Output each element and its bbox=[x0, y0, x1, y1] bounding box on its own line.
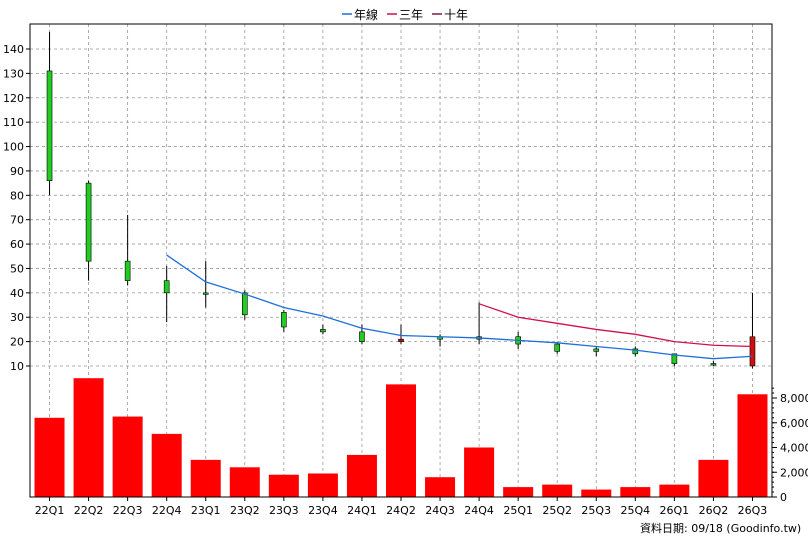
candle-body bbox=[46, 70, 53, 181]
volume-bar bbox=[268, 474, 299, 497]
price-tick-label: 20 bbox=[10, 336, 24, 349]
volume-bar bbox=[73, 378, 104, 497]
volume-bar bbox=[542, 484, 573, 497]
volume-bar bbox=[425, 477, 456, 497]
volume-tick-label: 6,000 bbox=[780, 417, 808, 430]
price-tick-label: 140 bbox=[3, 43, 24, 56]
candle-body bbox=[749, 336, 756, 367]
volume-bar bbox=[659, 484, 690, 497]
x-tick-label: 26Q3 bbox=[738, 504, 768, 517]
candle-body bbox=[320, 329, 326, 333]
ma-line-3year bbox=[478, 303, 753, 348]
x-tick-label: 26Q1 bbox=[660, 504, 690, 517]
x-tick-label: 24Q3 bbox=[425, 504, 455, 517]
price-tick-label: 110 bbox=[3, 116, 24, 129]
price-tick-label: 120 bbox=[3, 92, 24, 105]
price-tick-label: 100 bbox=[3, 141, 24, 154]
axes: 22Q1 22Q2 22Q3 22Q4 23Q1 23Q2 23Q3 23Q4 24Q1 24Q2… bbox=[3, 23, 808, 517]
x-tick-label: 24Q4 bbox=[464, 504, 494, 517]
price-tick-label: 10 bbox=[10, 360, 24, 373]
x-tick-label: 22Q1 bbox=[35, 504, 65, 517]
x-tick-label: 25Q1 bbox=[503, 504, 533, 517]
price-tick-label: 80 bbox=[10, 189, 24, 202]
volume-bar bbox=[112, 416, 143, 497]
x-tick-label: 22Q4 bbox=[152, 504, 182, 517]
volume-bar bbox=[581, 489, 612, 497]
candle-body bbox=[398, 338, 404, 342]
price-tick-label: 40 bbox=[10, 287, 24, 300]
candle-body bbox=[124, 260, 131, 281]
legend-label-year: 年線 bbox=[354, 7, 378, 22]
candle-body bbox=[202, 292, 209, 295]
candle-body bbox=[593, 348, 600, 352]
candle-body bbox=[281, 312, 287, 328]
candle-body bbox=[671, 353, 678, 364]
x-tick-label: 23Q3 bbox=[269, 504, 299, 517]
x-tick-label: 24Q1 bbox=[347, 504, 377, 517]
volume-tick-label: 4,000 bbox=[780, 442, 808, 455]
volume-bar bbox=[698, 459, 729, 497]
x-tick-label: 26Q2 bbox=[699, 504, 729, 517]
volume-tick-label: 2,000 bbox=[780, 466, 808, 479]
price-tick-label: 60 bbox=[10, 238, 24, 251]
volume-bar bbox=[503, 487, 534, 497]
candle-body bbox=[632, 348, 639, 355]
volume-bar bbox=[737, 394, 768, 497]
chart-legend: 年線 三年 十年 bbox=[342, 7, 468, 22]
volume-bars bbox=[34, 378, 768, 497]
x-tick-label: 25Q3 bbox=[581, 504, 611, 517]
price-tick-label: 70 bbox=[10, 214, 24, 227]
candlesticks bbox=[46, 31, 756, 369]
volume-bar bbox=[190, 459, 221, 497]
volume-bar bbox=[34, 417, 65, 497]
volume-tick-label: 8,000 bbox=[780, 392, 808, 405]
volume-bar bbox=[464, 447, 495, 497]
candle-body bbox=[554, 343, 561, 352]
volume-bar bbox=[229, 467, 260, 497]
price-tick-label: 50 bbox=[10, 262, 24, 275]
volume-bar bbox=[620, 487, 651, 497]
x-tick-label: 22Q3 bbox=[113, 504, 143, 517]
moving-average-lines bbox=[166, 254, 753, 360]
price-tick-label: 90 bbox=[10, 165, 24, 178]
x-tick-label: 23Q2 bbox=[230, 504, 260, 517]
x-tick-label: 23Q1 bbox=[191, 504, 221, 517]
volume-tick-label: 0 bbox=[780, 491, 787, 504]
x-tick-label: 22Q2 bbox=[74, 504, 104, 517]
volume-bar bbox=[307, 473, 338, 497]
candle-body bbox=[163, 280, 170, 294]
grid-lines bbox=[30, 24, 772, 497]
x-tick-label: 25Q4 bbox=[620, 504, 650, 517]
ma-line-year bbox=[166, 254, 753, 360]
volume-bar bbox=[386, 384, 416, 497]
candle-body bbox=[710, 363, 717, 366]
x-tick-label: 23Q4 bbox=[308, 504, 338, 517]
source-note: 資料日期: 09/18 (Goodinfo.tw) bbox=[640, 521, 801, 535]
x-tick-label: 25Q2 bbox=[542, 504, 572, 517]
candle-body bbox=[241, 292, 248, 316]
volume-bar bbox=[346, 454, 377, 497]
candle-body bbox=[359, 331, 365, 342]
price-tick-label: 30 bbox=[10, 311, 24, 324]
x-tick-label: 24Q2 bbox=[386, 504, 416, 517]
legend-label-3year: 三年 bbox=[399, 8, 423, 22]
volume-bar bbox=[151, 433, 182, 497]
candle-body bbox=[85, 182, 92, 262]
legend-label-10year: 十年 bbox=[444, 8, 468, 22]
price-tick-label: 130 bbox=[3, 67, 24, 80]
